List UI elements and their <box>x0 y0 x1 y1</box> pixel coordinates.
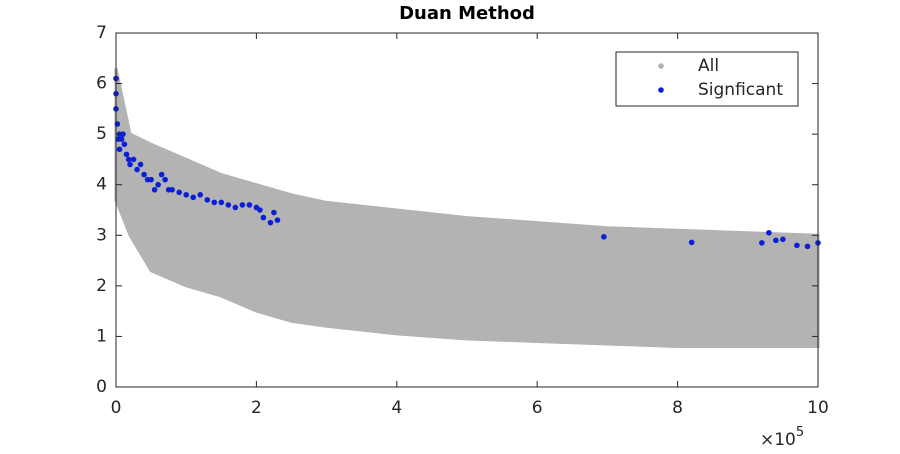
y-tick-label: 1 <box>96 326 107 346</box>
scatter-point <box>162 176 168 183</box>
x-tick-label: 10 <box>807 398 829 418</box>
y-tick-label: 4 <box>96 175 107 195</box>
x-tick-label: 4 <box>391 398 402 418</box>
legend-marker <box>658 87 664 93</box>
scatter-point <box>190 194 197 201</box>
scatter-point <box>225 202 232 208</box>
scatter-point <box>232 204 239 211</box>
y-tick-label: 0 <box>96 377 107 397</box>
scatter-point <box>158 171 165 178</box>
scatter-point <box>794 242 800 249</box>
scatter-point <box>766 229 772 236</box>
x-multiplier: ×105 <box>760 425 804 451</box>
scatter-point <box>134 166 140 173</box>
legend-box <box>615 51 799 107</box>
scatter-point <box>114 121 121 127</box>
scatter-point <box>121 141 128 148</box>
scatter-point <box>127 161 133 168</box>
scatter-point <box>176 189 182 196</box>
scatter-point <box>773 237 779 244</box>
scatter-point <box>271 209 277 216</box>
scatter-point <box>204 197 211 203</box>
scatter-point <box>183 192 189 198</box>
scatter-point <box>155 181 161 188</box>
scatter-point <box>151 186 158 193</box>
scatter-point <box>125 156 132 163</box>
scatter-point <box>116 146 123 153</box>
x-tick-label: 0 <box>111 398 122 418</box>
scatter-point <box>260 214 267 221</box>
y-tick-label: 5 <box>96 124 107 144</box>
scatter-point <box>239 202 246 208</box>
y-tick-label: 7 <box>96 23 107 43</box>
point-cloud <box>114 68 820 349</box>
x-tick-label: 6 <box>532 398 543 418</box>
scatter-point <box>257 207 263 213</box>
x-multiplier-base: ×10 <box>760 430 796 450</box>
chart-title: Duan Method <box>399 3 535 24</box>
legend-label: Signficant <box>698 80 783 100</box>
x-tick-label: 8 <box>672 398 683 418</box>
scatter-point <box>274 217 281 223</box>
scatter-point <box>169 186 175 193</box>
scatter-point <box>601 234 607 240</box>
legend-marker <box>658 63 664 69</box>
scatter-point <box>688 239 695 246</box>
scatter-point <box>759 240 765 246</box>
scatter-point <box>118 136 125 142</box>
scatter-point <box>218 199 225 206</box>
x-tick-label: 2 <box>251 398 262 418</box>
scatter-point <box>130 156 137 163</box>
scatter-point <box>267 219 274 226</box>
scatter-point <box>197 192 204 198</box>
y-tick-label: 3 <box>96 225 107 245</box>
scatter-point <box>123 151 130 158</box>
scatter-point <box>120 131 126 137</box>
scatter-point <box>211 199 218 206</box>
axes-box <box>115 32 819 388</box>
y-tick-label: 2 <box>96 276 107 296</box>
plot-area <box>113 68 821 349</box>
x-multiplier-exponent: 5 <box>796 425 804 440</box>
scatter-point <box>246 202 253 208</box>
scatter-point <box>148 176 154 183</box>
scatter-point <box>141 171 147 178</box>
legend-label: All <box>698 56 719 76</box>
scatter-point <box>780 236 786 243</box>
scatter-point <box>137 161 144 168</box>
scatter-point <box>804 243 811 250</box>
y-tick-label: 6 <box>96 74 107 94</box>
